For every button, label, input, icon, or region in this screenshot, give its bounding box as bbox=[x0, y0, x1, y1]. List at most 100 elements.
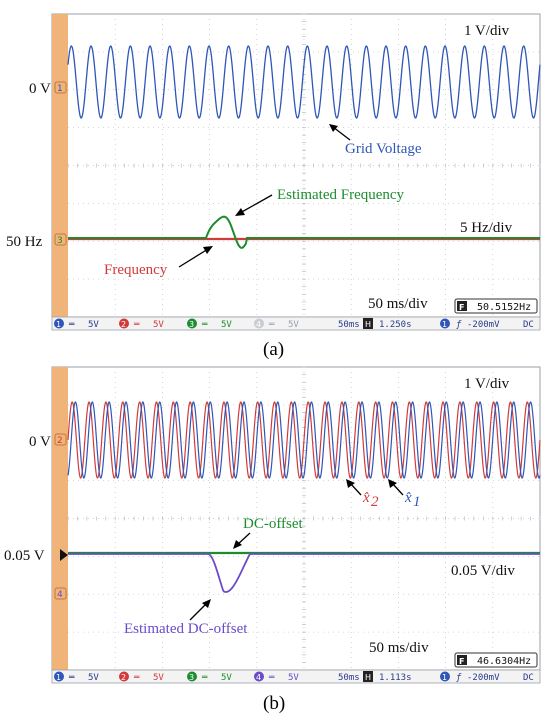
h-icon-a bbox=[363, 318, 373, 329]
dc-level-pointer bbox=[60, 549, 68, 561]
status-bar-a: 1 ═ 5V 2 ═ 5V 3 ═ 5V 4 ═ 5V 50ms H 1.250… bbox=[51, 316, 541, 331]
frequency-readout-a: 50.5152Hz bbox=[477, 302, 531, 313]
ch2-marker-b-label: 2 bbox=[57, 436, 63, 446]
ch1-badge-b-label: 1 bbox=[56, 673, 61, 682]
svg-text:═: ═ bbox=[268, 320, 275, 330]
ch4-scale-b: 5V bbox=[288, 673, 299, 683]
frequency-arrow bbox=[178, 248, 209, 268]
estimated-dc-offset-arrow bbox=[189, 602, 208, 621]
x2-annotation: x̂ bbox=[362, 490, 370, 506]
frequency-arrowhead bbox=[203, 246, 213, 254]
ch4-marker-b-label: 4 bbox=[57, 590, 63, 600]
ch3-badge-a bbox=[187, 318, 197, 329]
ch4-badge-a bbox=[254, 318, 264, 329]
ch3-marker-a-label: 3 bbox=[57, 236, 63, 246]
grid-voltage-arrow bbox=[332, 126, 351, 141]
estimated-dc-offset-trace bbox=[68, 553, 540, 593]
frequency-readout-b-box bbox=[454, 652, 538, 668]
zero-volt-label-b: 0 V bbox=[29, 434, 51, 450]
h-icon-a-label: H bbox=[365, 320, 371, 329]
status-bar-b: 1 ═ 5V 2 ═ 5V 3 ═ 5V 4 ═ 5V 50ms H 1.113… bbox=[51, 669, 541, 684]
ch2-marker-b bbox=[54, 433, 67, 446]
v-div-label-b: 1 V/div bbox=[464, 376, 510, 392]
panel-a: 1 3 0 V 50 Hz 1 V/div Grid Voltage Estim… bbox=[6, 13, 541, 360]
ch1-badge-a bbox=[54, 318, 64, 329]
traces-a bbox=[67, 45, 541, 249]
estimated-frequency-annotation: Estimated Frequency bbox=[277, 187, 405, 203]
x1-subscript: 1 bbox=[413, 494, 421, 510]
ch3-badge-b bbox=[187, 671, 197, 682]
x2-subscript: 2 bbox=[371, 494, 379, 510]
f-icon-b bbox=[457, 655, 467, 665]
ch3-badge-a-label: 3 bbox=[189, 320, 194, 329]
x1-trace bbox=[67, 401, 541, 479]
trigger-level-b: -200mV bbox=[467, 673, 500, 683]
traces-b bbox=[67, 401, 541, 593]
trigger-channel-a-label: 1 bbox=[442, 320, 447, 329]
dc-offset-arrowhead bbox=[233, 540, 242, 549]
ch4-scale-a: 5V bbox=[288, 320, 299, 330]
ch4-marker-b bbox=[54, 587, 67, 600]
fifty-hz-label-a: 50 Hz bbox=[6, 234, 43, 250]
ch1-scale-a: 5V bbox=[88, 320, 99, 330]
estimated-dc-offset-arrowhead bbox=[202, 599, 211, 608]
position-b: 1.113s bbox=[379, 673, 412, 683]
frequency-readout-b: 46.6304Hz bbox=[477, 656, 531, 667]
trigger-level-a: -200mV bbox=[467, 320, 500, 330]
zero-volt-label-a: 0 V bbox=[29, 81, 51, 97]
orange-strip-b bbox=[52, 367, 68, 670]
ch2-badge-b bbox=[119, 671, 129, 682]
ch3-scale-a: 5V bbox=[221, 320, 232, 330]
ms-div-label-a: 50 ms/div bbox=[368, 296, 428, 312]
x1-annotation: x̂ bbox=[404, 490, 412, 506]
svg-text:═: ═ bbox=[68, 320, 75, 330]
f-icon-a bbox=[457, 301, 467, 311]
timebase-a: 50ms bbox=[338, 320, 360, 330]
frequency-readout-a-box bbox=[454, 298, 538, 314]
trigger-channel-b bbox=[440, 671, 450, 682]
svg-text:═: ═ bbox=[201, 673, 208, 683]
panel-b: 2 4 0 V 0.05 V 1 V/div x̂ 2 x̂ 1 DC-offs… bbox=[4, 366, 541, 714]
ch1-marker-a-label: 1 bbox=[57, 84, 63, 94]
ch2-badge-b-label: 2 bbox=[121, 673, 126, 682]
ch1-marker-a bbox=[54, 81, 67, 94]
orange-strip-a bbox=[52, 14, 68, 317]
ch2-badge-a-label: 2 bbox=[121, 320, 126, 329]
panel-label-b: (b) bbox=[263, 693, 285, 714]
svg-text:ƒ: ƒ bbox=[456, 673, 462, 683]
estimated-dc-offset-annotation: Estimated DC-offset bbox=[124, 621, 248, 637]
v-div-label-a: 1 V/div bbox=[464, 23, 510, 39]
svg-text:═: ═ bbox=[68, 673, 75, 683]
v005-div-label-b: 0.05 V/div bbox=[451, 563, 515, 579]
coupling-a: DC bbox=[523, 320, 534, 330]
panel-label-a: (a) bbox=[263, 339, 284, 360]
svg-text:ƒ: ƒ bbox=[456, 320, 462, 330]
dc-level-label-b: 0.05 V bbox=[4, 548, 45, 564]
f-icon-a-label: F bbox=[459, 303, 464, 312]
ch3-scale-b: 5V bbox=[221, 673, 232, 683]
ms-div-label-b: 50 ms/div bbox=[369, 640, 429, 656]
position-a: 1.250s bbox=[379, 320, 412, 330]
h-icon-b bbox=[363, 671, 373, 682]
grid-voltage-arrowhead bbox=[329, 124, 338, 132]
ch3-marker-a bbox=[54, 233, 67, 246]
grid-voltage-annotation: Grid Voltage bbox=[345, 141, 422, 157]
grid-a bbox=[67, 13, 541, 318]
dc-offset-annotation: DC-offset bbox=[243, 516, 304, 532]
ch4-badge-b bbox=[254, 671, 264, 682]
estimated-frequency-arrow bbox=[239, 194, 273, 214]
estimated-frequency-arrowhead bbox=[235, 208, 245, 216]
ch2-scale-b: 5V bbox=[153, 673, 164, 683]
trigger-channel-a bbox=[440, 318, 450, 329]
svg-text:═: ═ bbox=[268, 673, 275, 683]
ch4-badge-b-label: 4 bbox=[256, 673, 261, 682]
h-icon-b-label: H bbox=[365, 673, 371, 682]
timebase-b: 50ms bbox=[338, 673, 360, 683]
x2-arrowhead bbox=[346, 479, 355, 488]
trigger-channel-b-label: 1 bbox=[442, 673, 447, 682]
ch1-scale-b: 5V bbox=[88, 673, 99, 683]
ch2-badge-a bbox=[119, 318, 129, 329]
coupling-b: DC bbox=[523, 673, 534, 683]
ch3-badge-b-label: 3 bbox=[189, 673, 194, 682]
